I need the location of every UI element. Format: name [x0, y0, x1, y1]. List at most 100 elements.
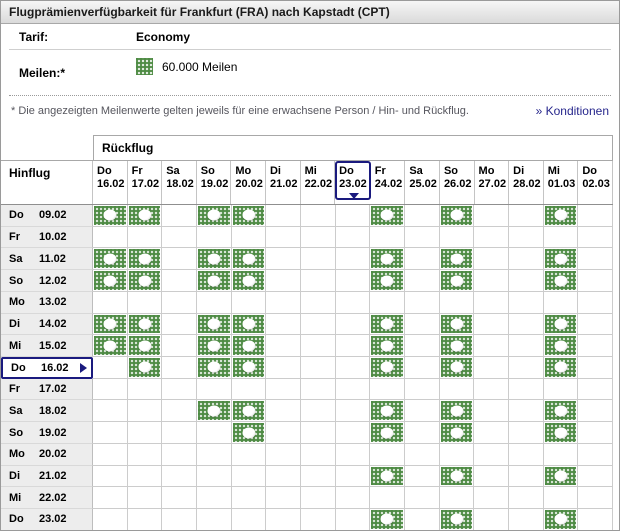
outbound-date-label[interactable]: Fr 17.02 — [1, 378, 93, 401]
outbound-date-label-selected[interactable]: Do 16.02 — [1, 357, 93, 379]
award-available-cell[interactable] — [127, 313, 163, 336]
return-date-header[interactable]: Mi 01.03 — [544, 161, 579, 204]
award-empty-cell — [301, 357, 336, 379]
header-row: Hinflug Do 16.02 Fr 17.02 Sa 18.02 So 19.02 Mo 20… — [1, 160, 613, 205]
award-available-cell[interactable] — [197, 357, 232, 379]
award-available-cell[interactable] — [127, 270, 163, 292]
award-available-cell[interactable] — [93, 270, 128, 292]
award-available-cell[interactable] — [439, 205, 475, 227]
outbound-date-label[interactable]: Do 09.02 — [1, 205, 93, 227]
award-available-cell[interactable] — [439, 465, 475, 488]
award-available-cell[interactable] — [439, 357, 475, 379]
return-date-header[interactable]: So 19.02 — [197, 161, 232, 204]
return-date-header[interactable]: Do 02.03 — [578, 161, 613, 204]
award-available-cell[interactable] — [439, 270, 475, 292]
award-available-cell[interactable] — [439, 422, 475, 444]
outbound-date-label[interactable]: Mo 13.02 — [1, 291, 93, 314]
return-day: Mi — [547, 165, 560, 177]
award-available-cell[interactable] — [93, 205, 128, 227]
award-available-cell[interactable] — [439, 335, 475, 358]
award-empty-cell — [266, 357, 302, 379]
award-available-cell[interactable] — [127, 248, 163, 271]
award-available-cell[interactable] — [197, 400, 232, 423]
award-available-cell[interactable] — [231, 357, 267, 379]
award-available-cell[interactable] — [197, 335, 232, 358]
return-date-header[interactable]: Fr 24.02 — [371, 161, 406, 204]
award-available-cell[interactable] — [543, 422, 579, 444]
return-date-header[interactable]: Sa 25.02 — [405, 161, 440, 204]
award-available-cell[interactable] — [543, 509, 579, 530]
return-date-header[interactable]: Do 16.02 — [93, 161, 128, 204]
award-empty-cell — [335, 465, 371, 488]
award-available-cell[interactable] — [231, 205, 267, 227]
return-date-header[interactable]: Fr 17.02 — [128, 161, 163, 204]
award-empty-cell — [266, 443, 302, 466]
award-available-cell[interactable] — [543, 270, 579, 292]
award-available-cell[interactable] — [543, 248, 579, 271]
award-available-cell[interactable] — [231, 313, 267, 336]
award-available-cell[interactable] — [231, 248, 267, 271]
award-empty-cell — [266, 422, 302, 444]
award-available-cell[interactable] — [370, 248, 406, 271]
return-date-header-selected[interactable]: Do 23.02 — [335, 161, 371, 200]
award-available-cell[interactable] — [543, 357, 579, 379]
award-available-cell[interactable] — [93, 248, 128, 271]
outbound-date-label[interactable]: Fr 10.02 — [1, 226, 93, 249]
outbound-day: Do — [11, 361, 26, 374]
return-date-header[interactable]: Sa 18.02 — [162, 161, 197, 204]
award-available-cell[interactable] — [370, 422, 406, 444]
award-available-cell[interactable] — [370, 270, 406, 292]
award-available-cell[interactable] — [543, 465, 579, 488]
award-available-cell[interactable] — [127, 205, 163, 227]
award-available-cell[interactable] — [543, 400, 579, 423]
award-available-cell[interactable] — [543, 335, 579, 358]
award-available-cell[interactable] — [93, 335, 128, 358]
availability-icon — [371, 271, 404, 290]
return-date-header[interactable]: Mo 20.02 — [231, 161, 266, 204]
award-available-cell[interactable] — [231, 270, 267, 292]
award-available-cell[interactable] — [543, 313, 579, 336]
award-available-cell[interactable] — [231, 400, 267, 423]
award-available-cell[interactable] — [543, 205, 579, 227]
return-date-header[interactable]: Mi 22.02 — [301, 161, 336, 204]
outbound-date-label[interactable]: Mi 22.02 — [1, 487, 93, 510]
outbound-date-label[interactable]: Do 23.02 — [1, 509, 93, 530]
outbound-date-label[interactable]: Mo 20.02 — [1, 443, 93, 466]
award-available-cell[interactable] — [370, 205, 406, 227]
return-date-header[interactable]: Di 28.02 — [509, 161, 544, 204]
award-available-cell[interactable] — [439, 400, 475, 423]
award-available-cell[interactable] — [370, 313, 406, 336]
award-available-cell[interactable] — [439, 313, 475, 336]
return-date-header[interactable]: So 26.02 — [440, 161, 475, 204]
award-available-cell[interactable] — [127, 335, 163, 358]
award-available-cell[interactable] — [370, 400, 406, 423]
outbound-date-label[interactable]: Sa 11.02 — [1, 248, 93, 271]
award-available-cell[interactable] — [197, 248, 232, 271]
availability-icon — [440, 206, 473, 225]
outbound-date-label[interactable]: Di 14.02 — [1, 313, 93, 336]
return-date-header[interactable]: Mo 27.02 — [475, 161, 510, 204]
award-available-cell[interactable] — [370, 357, 406, 379]
award-available-cell[interactable] — [370, 509, 406, 530]
award-available-cell[interactable] — [197, 270, 232, 292]
availability-icon — [440, 466, 473, 486]
outbound-date-label[interactable]: So 19.02 — [1, 422, 93, 444]
award-available-cell[interactable] — [231, 422, 267, 444]
award-available-cell[interactable] — [197, 313, 232, 336]
return-date-header[interactable]: Di 21.02 — [266, 161, 301, 204]
award-available-cell[interactable] — [231, 335, 267, 358]
award-available-cell[interactable] — [127, 357, 163, 379]
outbound-date-label[interactable]: Sa 18.02 — [1, 400, 93, 423]
return-date: 17.02 — [131, 178, 160, 190]
outbound-date-label[interactable]: So 12.02 — [1, 270, 93, 292]
award-available-cell[interactable] — [197, 205, 232, 227]
award-available-cell[interactable] — [370, 335, 406, 358]
award-available-cell[interactable] — [93, 313, 128, 336]
return-date: 19.02 — [200, 178, 229, 190]
award-available-cell[interactable] — [439, 248, 475, 271]
award-available-cell[interactable] — [370, 465, 406, 488]
award-available-cell[interactable] — [439, 509, 475, 530]
konditionen-link[interactable]: » Konditionen — [535, 103, 609, 118]
outbound-date-label[interactable]: Di 21.02 — [1, 465, 93, 488]
outbound-date-label[interactable]: Mi 15.02 — [1, 335, 93, 358]
